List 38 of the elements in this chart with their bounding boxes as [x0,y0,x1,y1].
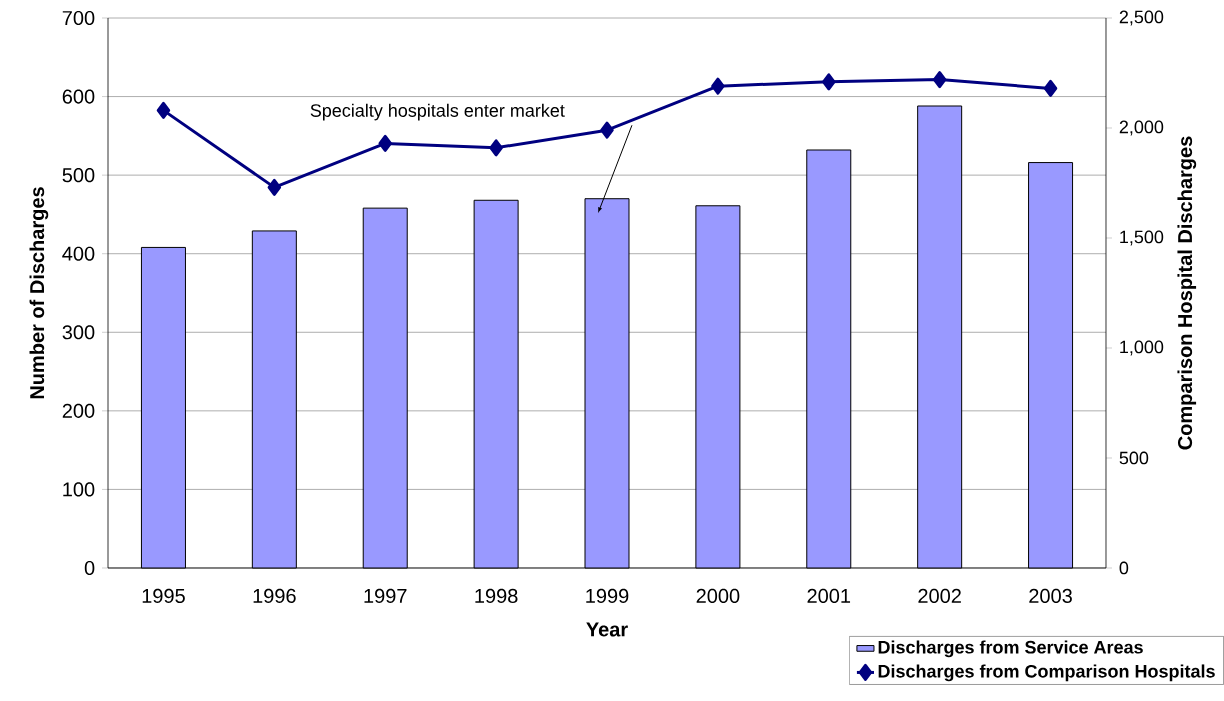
point [1043,79,1058,97]
point [378,134,392,152]
point [822,73,836,91]
y2-tick-label: 2,000 [1119,120,1164,136]
y2-axis-title: Comparison Hospital Discharges [1177,136,1197,450]
x-tick-label: 2000 [696,588,740,604]
legend-label: Discharges from Service Areas [878,640,1143,658]
y2-tick-label: 2,500 [1119,10,1164,26]
point [156,101,171,119]
point [600,121,614,139]
y-tick-label: 0 [84,560,95,576]
point [489,139,503,157]
x-tick-label: 1998 [475,588,518,604]
y2-tick-label: 0 [1119,561,1129,575]
y-tick-label: 500 [62,168,95,183]
x-tick-label: 1999 [586,588,629,604]
y2-tick-label: 1,500 [1120,230,1164,246]
point [932,71,947,89]
x-tick-label: 1997 [364,588,407,604]
point [711,77,725,95]
point [267,178,282,196]
legend-label: Discharges from Comparison Hospitals [878,664,1215,682]
y2-tick-label: 1,000 [1120,340,1164,356]
y-tick-label: 100 [63,482,95,497]
x-tick-label: 2003 [1029,588,1072,604]
y-tick-label: 700 [62,10,95,26]
x-tick-label: 1996 [253,588,296,604]
annotation: Specialty hospitals enter market [310,103,565,121]
y-axis-title: Number of Discharges [29,187,49,399]
y-tick-label: 200 [62,403,95,418]
y-tick-label: 400 [62,246,95,261]
y-tick-label: 600 [62,89,95,104]
x-axis-title: Year [586,622,628,637]
x-tick-label: 2002 [918,588,961,604]
y-tick-label: 300 [62,325,95,340]
y2-tick-label: 500 [1119,451,1149,465]
x-tick-label: 1995 [142,588,185,604]
x-tick-label: 2001 [807,588,851,604]
